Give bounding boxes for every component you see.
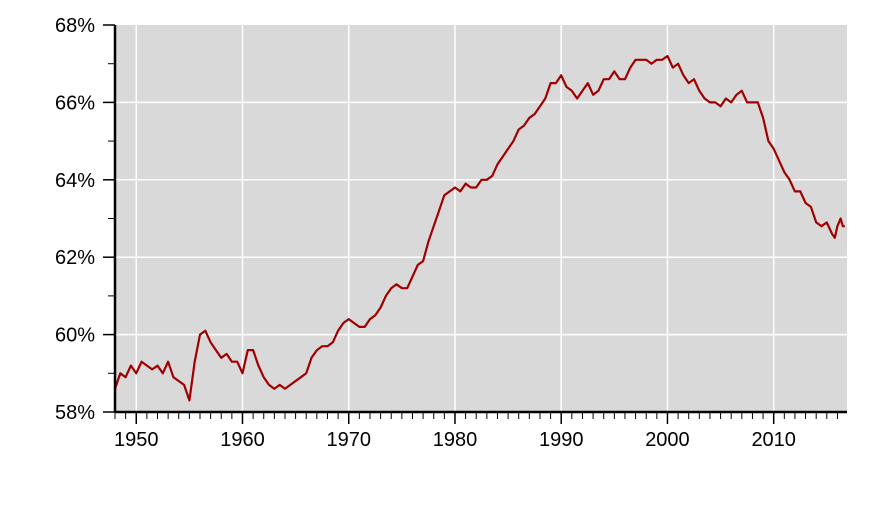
axes xyxy=(103,24,847,424)
x-tick-label: 2010 xyxy=(751,429,796,451)
plot-background xyxy=(115,25,847,412)
series-group xyxy=(113,54,845,402)
y-tick-label: 64% xyxy=(55,170,95,192)
tick-labels: 1950 1960 1970 1980 1990 2000 2010 58% 60% 62% 64%… xyxy=(55,15,796,451)
y-tick-label: 60% xyxy=(55,325,95,347)
x-tick-label: 1990 xyxy=(539,429,584,451)
x-tick-label: 1980 xyxy=(433,429,478,451)
y-tick-label: 62% xyxy=(55,247,95,269)
x-tick-label: 2000 xyxy=(645,429,690,451)
x-tick-label: 1960 xyxy=(220,429,265,451)
y-tick-label: 58% xyxy=(55,402,95,424)
x-tick-label: 1950 xyxy=(114,429,159,451)
y-tick-label: 68% xyxy=(55,15,95,37)
x-tick-label: 1970 xyxy=(326,429,371,451)
y-tick-label: 66% xyxy=(55,92,95,114)
series-line xyxy=(113,54,845,402)
